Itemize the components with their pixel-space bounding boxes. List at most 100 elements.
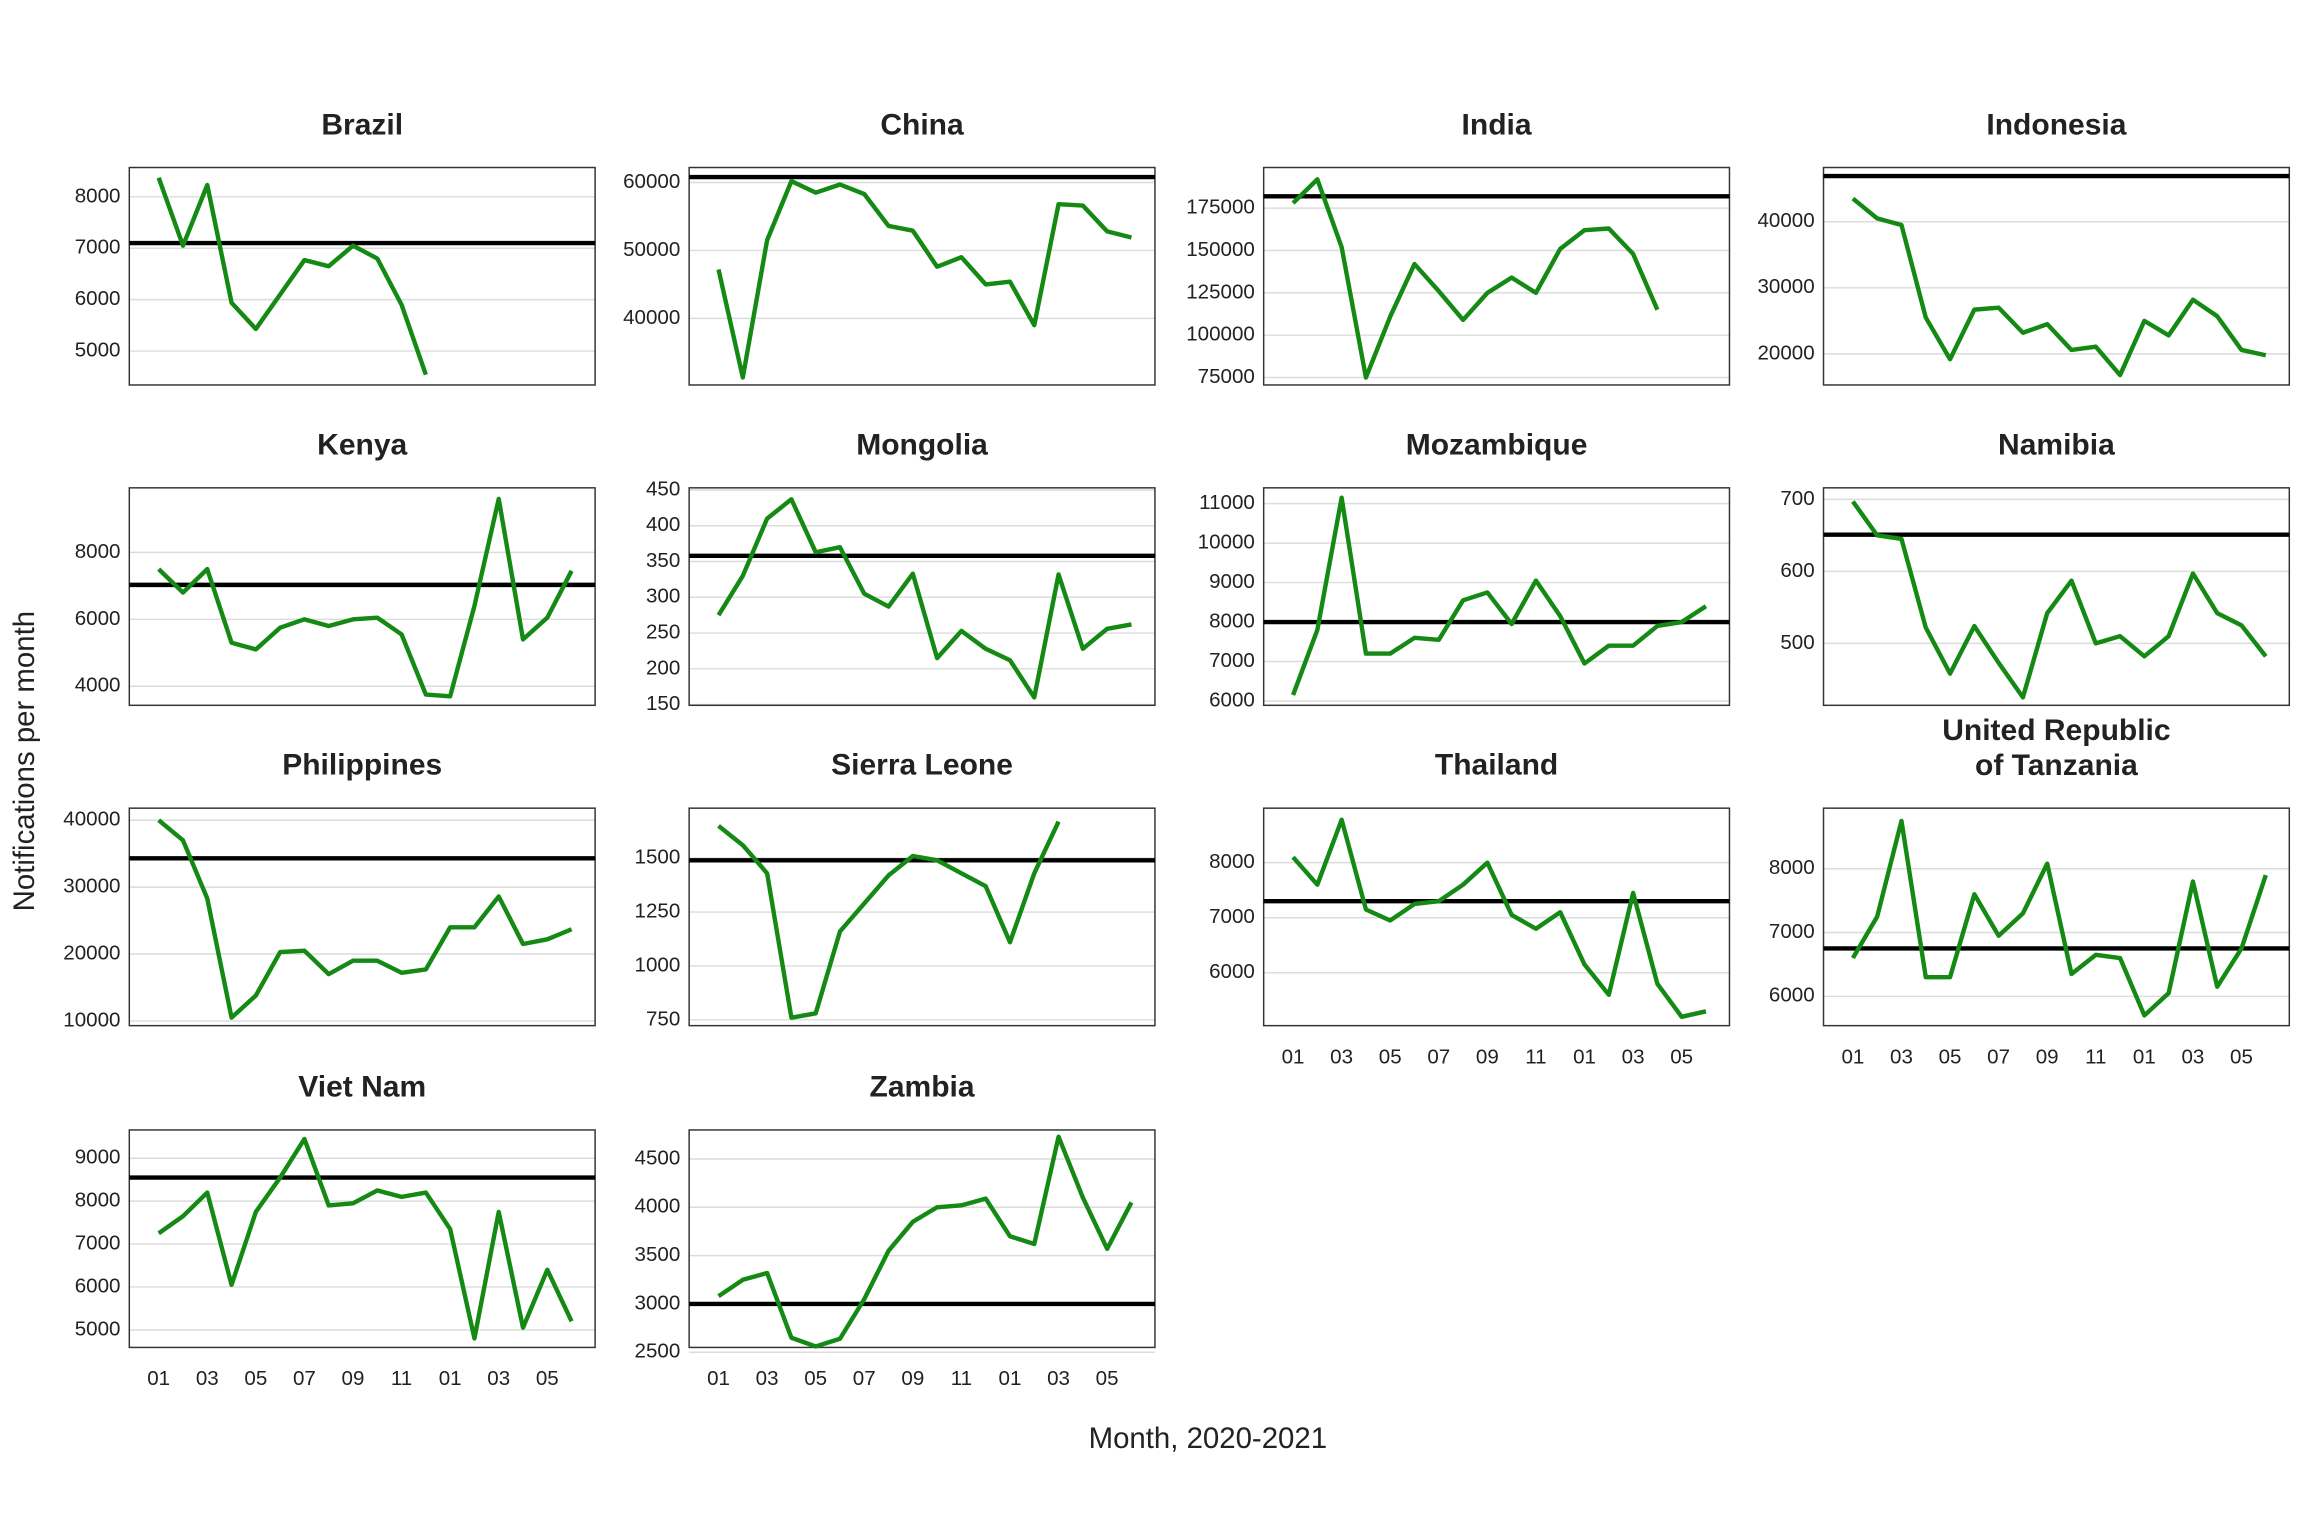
y-tick-label: 6000 [75, 607, 121, 630]
panel-frame [1262, 487, 1731, 707]
y-tick-label: 75000 [1198, 365, 1255, 388]
y-tick-label: 300 [646, 585, 680, 608]
y-tick-label: 6000 [75, 287, 121, 310]
x-tick-label: 07 [853, 1367, 876, 1390]
y-tick-label: 10000 [1198, 531, 1255, 554]
series-line [157, 818, 573, 1020]
panel-title: Thailand [1434, 748, 1559, 782]
y-tick-label: 7000 [75, 1231, 121, 1254]
x-tick-label: 03 [1330, 1045, 1353, 1068]
y-tick-label: 150000 [1186, 238, 1255, 261]
panel-frame [1822, 166, 2291, 386]
series-line [716, 497, 1132, 700]
y-tick-label: 40000 [1758, 209, 1815, 232]
y-tick-label: 11000 [1199, 491, 1255, 514]
x-tick-label: 03 [196, 1367, 219, 1390]
y-tick-label: 9000 [1209, 570, 1255, 593]
y-tick-label: 8000 [1769, 856, 1815, 879]
y-tick-label: 150 [646, 692, 680, 715]
x-tick-label: 03 [1622, 1045, 1645, 1068]
x-tick-label: 03 [1047, 1367, 1070, 1390]
x-tick-label: 11 [951, 1367, 972, 1390]
y-tick-label: 30000 [63, 875, 120, 898]
y-tick-label: 8000 [1209, 850, 1255, 873]
y-tick-label: 8000 [75, 540, 121, 563]
panel-title: China [880, 108, 964, 142]
y-tick-label: 10000 [63, 1008, 120, 1031]
series-line [1291, 817, 1707, 1020]
y-axis-title: Notifications per month [8, 611, 41, 911]
series-line [157, 1136, 574, 1341]
series-line [156, 177, 428, 376]
panel-title: Viet Nam [298, 1070, 427, 1104]
series-line [1850, 818, 2268, 1018]
panel-frame [688, 807, 1156, 1027]
x-tick-label: 03 [1890, 1045, 1913, 1068]
panel-title: Mozambique [1405, 428, 1588, 462]
y-tick-label: 250 [646, 620, 680, 643]
y-tick-label: 40000 [63, 808, 120, 831]
panel-title: India [1461, 108, 1532, 142]
panel-title: United Republic of Tanzania [1942, 714, 2171, 782]
x-tick-label: 05 [804, 1367, 827, 1390]
panel-title: Namibia [1998, 428, 2115, 462]
panel-frame [128, 1129, 596, 1349]
y-tick-label: 8000 [75, 184, 121, 207]
y-tick-label: 600 [1780, 559, 1814, 582]
y-tick-label: 500 [1780, 631, 1814, 654]
panel-frame [688, 166, 1156, 386]
y-tick-label: 7000 [75, 236, 121, 259]
y-tick-label: 200 [646, 656, 680, 679]
panel-frame [128, 807, 596, 1027]
y-tick-label: 4500 [635, 1146, 681, 1169]
x-tick-label: 09 [1476, 1045, 1499, 1068]
panel-frame [128, 166, 596, 386]
x-axis-title: Month, 2020-2021 [1089, 1422, 1327, 1455]
x-tick-label: 09 [2036, 1045, 2059, 1068]
series-line [717, 820, 1061, 1020]
x-tick-label: 09 [901, 1367, 924, 1390]
panel-title: Indonesia [1986, 108, 2127, 142]
series-line [716, 178, 1132, 380]
x-tick-label: 01 [1841, 1045, 1864, 1068]
y-tick-label: 100000 [1186, 323, 1255, 346]
y-tick-label: 6000 [1209, 688, 1255, 711]
x-tick-label: 03 [2181, 1045, 2204, 1068]
x-tick-label: 01 [439, 1367, 462, 1390]
panel-title: Mongolia [856, 428, 988, 462]
x-tick-label: 09 [342, 1367, 365, 1390]
y-tick-label: 20000 [63, 941, 120, 964]
x-tick-label: 11 [2085, 1045, 2106, 1068]
y-tick-label: 450 [646, 477, 680, 500]
panel-title: Sierra Leone [831, 748, 1013, 782]
panel-frame [1262, 807, 1731, 1027]
x-tick-label: 05 [1379, 1045, 1402, 1068]
y-tick-label: 750 [646, 1007, 680, 1030]
y-tick-label: 125000 [1186, 280, 1255, 303]
y-tick-label: 7000 [1209, 905, 1255, 928]
panel-frame [1262, 166, 1731, 386]
y-tick-label: 7000 [1209, 649, 1255, 672]
y-tick-label: 40000 [623, 306, 680, 329]
y-tick-label: 3000 [635, 1291, 681, 1314]
x-tick-label: 05 [536, 1367, 559, 1390]
x-tick-label: 01 [707, 1367, 730, 1390]
y-tick-label: 60000 [623, 170, 680, 193]
y-tick-label: 9000 [75, 1146, 121, 1169]
series-line [1290, 495, 1708, 696]
y-tick-label: 5000 [75, 1317, 121, 1340]
x-tick-label: 01 [1282, 1045, 1305, 1068]
y-tick-label: 3500 [635, 1243, 681, 1266]
panel-frame [688, 1129, 1156, 1349]
series-line [1851, 196, 2267, 378]
x-tick-label: 11 [391, 1367, 412, 1390]
panel-frame [128, 487, 596, 707]
y-tick-label: 8000 [75, 1189, 121, 1212]
y-tick-label: 6000 [1209, 960, 1255, 983]
series-line [1291, 177, 1660, 380]
x-tick-label: 01 [2133, 1045, 2156, 1068]
panel-title: Brazil [321, 108, 404, 142]
x-tick-label: 05 [2230, 1045, 2253, 1068]
y-tick-label: 400 [646, 513, 680, 536]
